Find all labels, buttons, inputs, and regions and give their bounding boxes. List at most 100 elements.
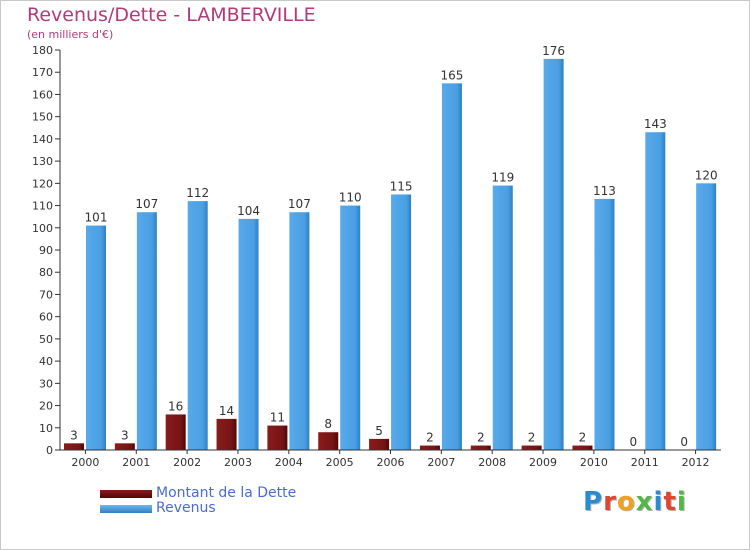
x-tick-label-2002: 2002	[173, 456, 201, 469]
x-tick-label-2005: 2005	[326, 456, 354, 469]
y-tick-label: 90	[39, 244, 53, 257]
legend-swatch-dette	[100, 489, 152, 498]
data-label-revenus-2012: 120	[695, 168, 718, 182]
data-label-revenus-2003: 104	[237, 204, 260, 218]
y-tick-label: 50	[39, 333, 53, 346]
data-label-dette-2012: 0	[680, 435, 688, 449]
bar-dette-2006	[369, 438, 390, 450]
y-tick-label: 110	[32, 200, 53, 213]
y-tick-label: 140	[32, 133, 53, 146]
legend-label-dette: Montant de la Dette	[156, 485, 297, 501]
data-label-dette-2008: 2	[477, 431, 485, 445]
logo-letter: i	[653, 487, 664, 517]
bar-dette-2000	[64, 443, 84, 450]
data-label-dette-2003: 14	[219, 404, 234, 418]
bar-revenus-2007	[441, 83, 462, 450]
bar-revenus-2004	[289, 212, 310, 450]
data-label-dette-2007: 2	[426, 431, 434, 445]
data-label-dette-2006: 5	[375, 424, 383, 438]
data-label-revenus-2011: 143	[644, 117, 667, 131]
x-tick-label-2004: 2004	[275, 456, 303, 469]
bar-revenus-2002	[187, 201, 208, 450]
bar-revenus-2006	[391, 194, 412, 450]
bar-dette-2004	[267, 425, 288, 450]
bar-dette-2001	[114, 443, 135, 450]
chart-title: Revenus/Dette - LAMBERVILLE	[27, 4, 316, 26]
data-label-dette-2010: 2	[579, 431, 587, 445]
x-tick-label-2009: 2009	[529, 456, 557, 469]
y-tick-label: 70	[39, 288, 53, 301]
x-tick-label-2003: 2003	[224, 456, 252, 469]
data-label-dette-2001: 3	[121, 428, 129, 442]
logo-letter: P	[583, 487, 604, 517]
data-label-revenus-2010: 113	[593, 184, 616, 198]
data-label-revenus-2009: 176	[542, 44, 565, 58]
bar-dette-2005	[318, 432, 339, 450]
x-tick-label-2001: 2001	[122, 456, 150, 469]
bar-revenus-2011	[645, 132, 666, 450]
legend: Montant de la Dette Revenus	[100, 486, 296, 516]
x-tick-label-2012: 2012	[682, 456, 710, 469]
bar-revenus-2009	[543, 58, 564, 451]
logo-letter: x	[635, 487, 654, 517]
data-label-revenus-2001: 107	[135, 197, 158, 211]
x-tick-label-2007: 2007	[427, 456, 455, 469]
y-tick-label: 180	[32, 44, 53, 57]
bar-revenus-2001	[136, 212, 157, 450]
legend-label-revenus: Revenus	[156, 500, 216, 516]
logo-letter: r	[603, 487, 617, 517]
bar-dette-2010	[572, 445, 593, 450]
y-tick-label: 60	[39, 311, 53, 324]
legend-item-revenus: Revenus	[100, 501, 296, 516]
bar-dette-2003	[216, 418, 237, 450]
proxiti-logo: Proxiti	[583, 487, 687, 517]
bars	[64, 58, 717, 451]
x-tick-label-2010: 2010	[580, 456, 608, 469]
bar-dette-2002	[165, 414, 186, 450]
bar-dette-2009	[521, 445, 542, 450]
x-tick-label-2008: 2008	[478, 456, 506, 469]
bar-revenus-2000	[86, 225, 106, 450]
x-tick-label-2006: 2006	[377, 456, 405, 469]
y-tick-label: 20	[39, 400, 53, 413]
chart-subtitle: (en milliers d'€)	[27, 28, 114, 41]
data-label-dette-2000: 3	[70, 428, 78, 442]
bar-revenus-2003	[238, 218, 259, 450]
bar-revenus-2005	[340, 205, 361, 450]
data-label-revenus-2000: 101	[85, 211, 108, 225]
bar-revenus-2008	[492, 185, 513, 451]
y-axis: 0 10 20 30 40 50 60 70 80 90 100 110 120 130 140 150 160…	[32, 44, 61, 457]
y-tick-label: 40	[39, 355, 53, 368]
bar-dette-2008	[470, 445, 491, 450]
data-label-revenus-2002: 112	[186, 186, 209, 200]
data-label-revenus-2004: 107	[288, 197, 311, 211]
y-tick-label: 130	[32, 155, 53, 168]
x-tick-label-2000: 2000	[71, 456, 99, 469]
data-label-revenus-2007: 165	[440, 68, 463, 82]
y-tick-label: 100	[32, 222, 53, 235]
y-tick-label: 0	[46, 444, 53, 457]
x-tick-label-2011: 2011	[631, 456, 659, 469]
data-label-revenus-2008: 119	[491, 171, 514, 185]
data-label-dette-2005: 8	[324, 417, 332, 431]
x-axis: 2000 2001 2002 2003 2004 2005 2006 2007 2008 2009…	[60, 449, 721, 469]
data-label-dette-2004: 11	[270, 411, 285, 425]
data-labels: 3 101 3 107 16 112 14 104 11 107 8 110 5 115 2 165 2 119 2…	[70, 44, 717, 449]
y-tick-label: 120	[32, 177, 53, 190]
legend-swatch-revenus	[100, 504, 152, 513]
data-label-dette-2002: 16	[168, 399, 183, 413]
logo-letter: i	[676, 487, 687, 517]
data-label-revenus-2006: 115	[390, 179, 413, 193]
bar-revenus-2010	[594, 198, 615, 450]
y-tick-label: 80	[39, 266, 53, 279]
y-tick-label: 10	[39, 422, 53, 435]
logo-letter: o	[616, 487, 636, 517]
legend-item-dette: Montant de la Dette	[100, 486, 296, 501]
data-label-dette-2009: 2	[528, 431, 536, 445]
y-tick-label: 160	[32, 88, 53, 101]
y-tick-label: 170	[32, 66, 53, 79]
bar-dette-2007	[419, 445, 440, 450]
y-tick-label: 150	[32, 111, 53, 124]
bar-revenus-2012	[696, 183, 717, 451]
